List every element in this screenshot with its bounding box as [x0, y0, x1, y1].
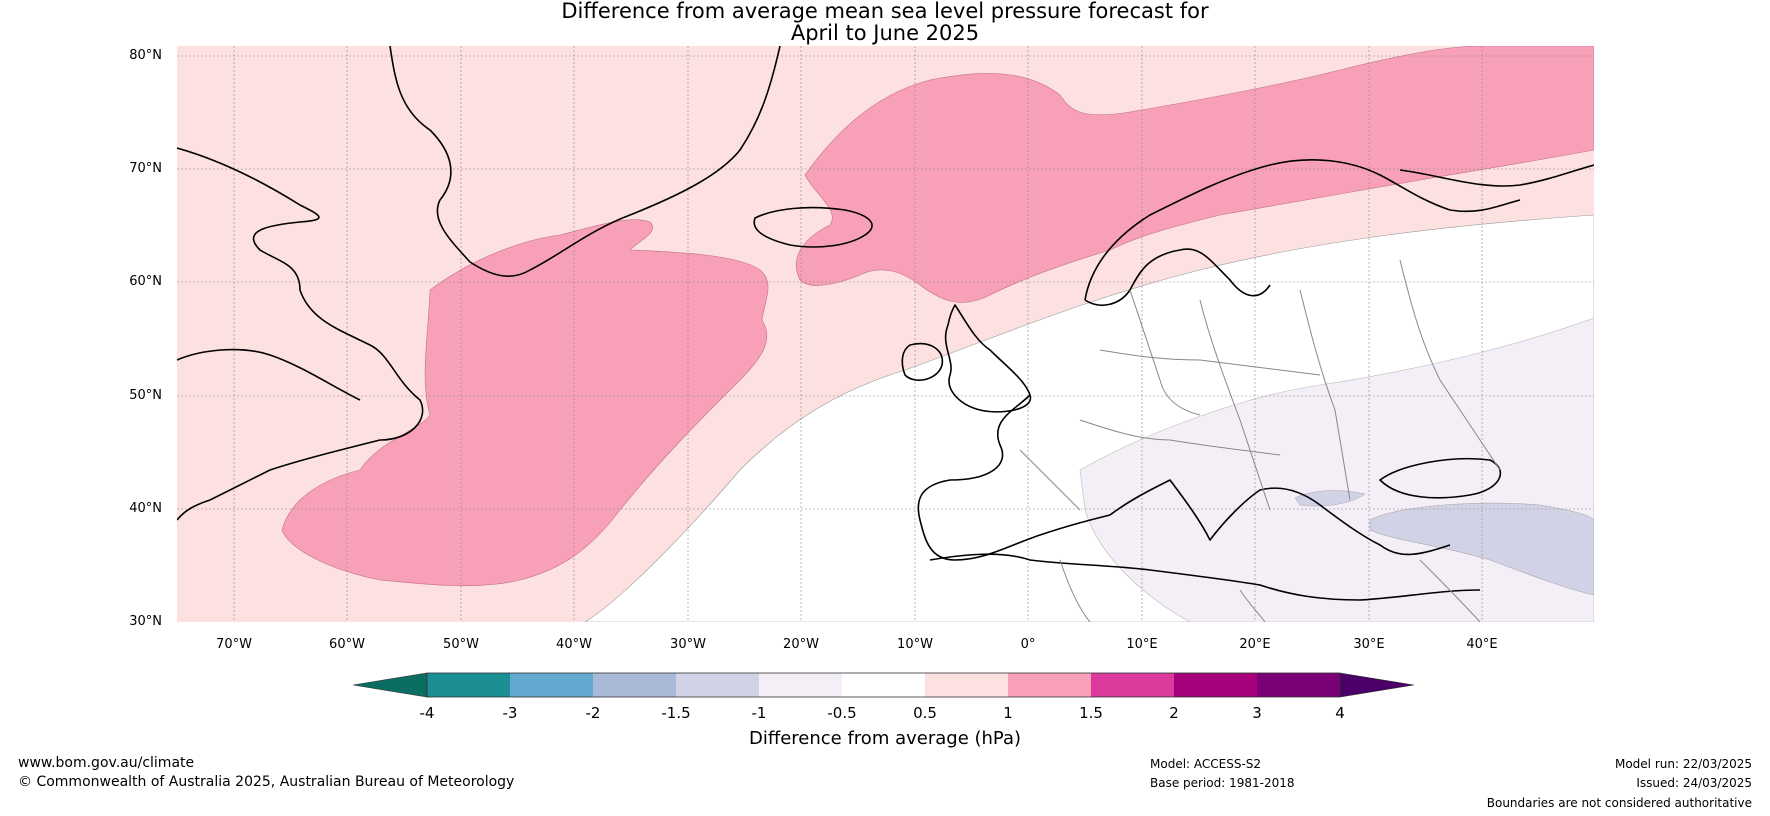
lon-label: 30°E — [1353, 637, 1385, 652]
lat-label: 50°N — [129, 388, 162, 403]
colorbar-bin — [925, 673, 1008, 697]
lon-label: 20°E — [1239, 637, 1271, 652]
colorbar-tick: -1 — [751, 704, 767, 722]
base-period: Base period: 1981-2018 — [1150, 776, 1295, 790]
colorbar-tick: 4 — [1335, 704, 1345, 722]
colorbar-tick: -1.5 — [661, 704, 691, 722]
colorbar-bin — [427, 673, 510, 697]
coastlines — [177, 46, 1594, 601]
lat-label: 30°N — [129, 614, 162, 629]
lat-label: 60°N — [129, 274, 162, 289]
copyright-text: © Commonwealth of Australia 2025, Austra… — [18, 774, 515, 790]
colorbar-tick: -3 — [502, 704, 518, 722]
chart-title-line2: April to June 2025 — [790, 21, 980, 45]
colorbar-extend-high — [1339, 672, 1415, 698]
lat-label: 80°N — [129, 48, 162, 63]
moderate-positive-area-north — [795, 46, 1594, 303]
colorbar-bin — [510, 673, 593, 697]
lon-label: 60°W — [329, 637, 365, 652]
lon-label: 70°W — [216, 637, 252, 652]
lon-label: 10°W — [897, 637, 933, 652]
lat-label: 70°N — [129, 161, 162, 176]
colorbar-bin — [759, 673, 842, 697]
lon-label: 50°W — [443, 637, 479, 652]
lon-label: 40°W — [556, 637, 592, 652]
colorbar-bin — [1174, 673, 1257, 697]
lon-label: 20°W — [783, 637, 819, 652]
colorbar-bin — [1091, 673, 1174, 697]
colorbar-tick: 3 — [1252, 704, 1262, 722]
lat-label: 40°N — [129, 501, 162, 516]
colorbar-extend-low — [352, 672, 428, 698]
colorbar-tick: 1.5 — [1079, 704, 1103, 722]
colorbar — [352, 672, 1415, 698]
moderate-negative-area — [1369, 502, 1594, 596]
boundaries-disclaimer: Boundaries are not considered authoritat… — [1486, 796, 1752, 810]
model-run: Model run: 22/03/2025 — [1614, 757, 1752, 771]
colorbar-label: Difference from average (hPa) — [748, 728, 1022, 749]
moderate-positive-area-atlantic — [281, 219, 769, 587]
colorbar-tick: -4 — [419, 704, 435, 722]
website-link[interactable]: www.bom.gov.au/climate — [18, 755, 195, 771]
colorbar-tick: -2 — [585, 704, 601, 722]
lon-label: 40°E — [1466, 637, 1498, 652]
lon-label: 0° — [1020, 637, 1036, 652]
colorbar-tick: 1 — [1003, 704, 1013, 722]
colorbar-bin — [842, 673, 925, 697]
moderate-negative-patch — [1294, 490, 1366, 507]
graticule — [177, 46, 1594, 622]
colorbar-tick: 0.5 — [913, 704, 937, 722]
colorbar-bin — [676, 673, 759, 697]
model-name: Model: ACCESS-S2 — [1150, 757, 1262, 771]
colorbar-tick: 2 — [1169, 704, 1179, 722]
colorbar-tick: -0.5 — [827, 704, 857, 722]
issued-date: Issued: 24/03/2025 — [1636, 776, 1752, 790]
country-borders — [1019, 259, 1501, 622]
colorbar-bin — [1257, 673, 1340, 697]
chart-title-line1: Difference from average mean sea level p… — [561, 0, 1209, 23]
colorbar-bin — [593, 673, 676, 697]
lon-label: 10°E — [1126, 637, 1158, 652]
colorbar-bin — [1008, 673, 1091, 697]
lon-label: 30°W — [670, 637, 706, 652]
